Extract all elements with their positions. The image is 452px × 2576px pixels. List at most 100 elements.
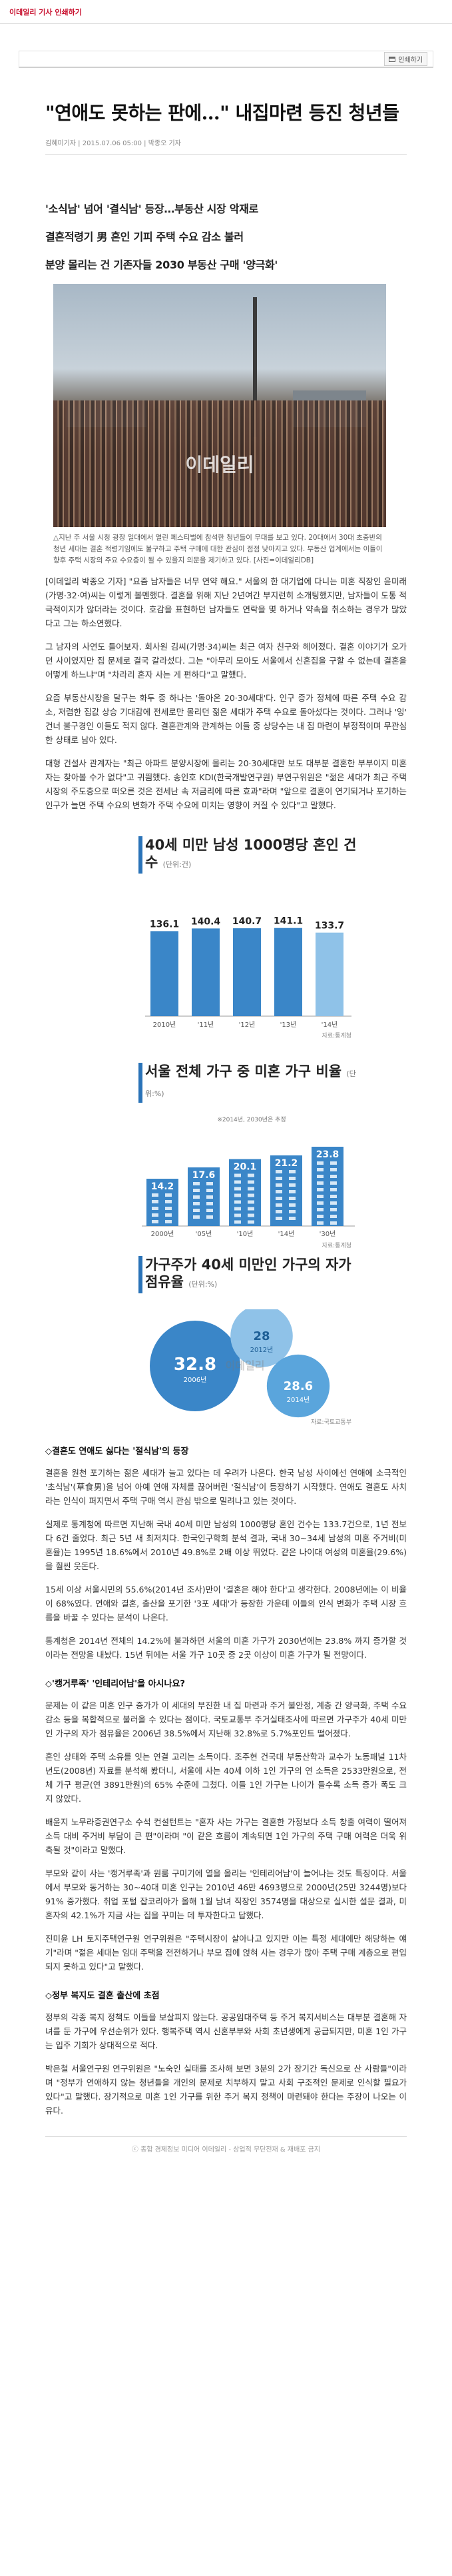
chart2-window [193, 1209, 200, 1212]
paragraph: 진미윤 LH 토지주택연구원 연구위원은 "주택시장이 살아나고 있지만 이는 … [45, 1934, 407, 1972]
chart2-window [248, 1193, 254, 1197]
chart2-window [289, 1190, 296, 1193]
chart1-bar [150, 931, 178, 1016]
chart2-window [248, 1180, 254, 1184]
top-bar: 이데일리 기사 인쇄하기 [0, 0, 452, 24]
chart2-window [317, 1221, 324, 1225]
print-button[interactable]: 인쇄하기 [384, 52, 427, 66]
chart2-category-label: '14년 [278, 1230, 295, 1238]
chart1-source: 자료:통계청 [322, 1031, 351, 1039]
article-subheads: '소식남' 넘어 '결식남' 등장…부동산 시장 악재로 결혼적령기 男 혼인 … [45, 200, 407, 272]
chart2-window [165, 1193, 172, 1197]
chart2-window [276, 1217, 282, 1220]
chart3-watermark: 이데일리 [226, 1359, 265, 1372]
chart2-source: 자료:통계청 [322, 1241, 351, 1249]
paragraph: 결혼을 원천 포기하는 젊은 세대가 늘고 있다는 데 우려가 나온다. 한국 … [45, 1468, 407, 1506]
chart1-value-label: 133.7 [315, 921, 344, 932]
print-button-label: 인쇄하기 [398, 57, 423, 64]
chart1-title-text: 40세 미만 남성 1000명당 혼인 건수 [145, 837, 357, 870]
chart2-window [248, 1173, 254, 1177]
chart3-bubble [230, 1309, 293, 1367]
chart1-bar [233, 928, 261, 1016]
chart2-value-label: 14.2 [151, 1181, 174, 1192]
chart2-window [152, 1220, 158, 1223]
chart2-window [289, 1170, 296, 1173]
infographic: 40세 미만 남성 1000명당 혼인 건수 (단위:건) 136.1 2010년… [138, 836, 358, 1429]
chart1-category-label: '11년 [198, 1021, 214, 1029]
photo-caption: △지난 주 서울 시청 광장 일대에서 열린 페스티벌에 참석한 청년들이 무대… [53, 534, 383, 564]
chart2-title: 서울 전체 가구 중 미혼 가구 비율 (단위:%) [138, 1063, 358, 1103]
chart2-window [289, 1177, 296, 1180]
chart2-window [248, 1187, 254, 1191]
chart2-window [330, 1215, 337, 1218]
print-toolbar: 인쇄하기 [19, 51, 433, 68]
chart2-window [193, 1182, 200, 1185]
chart2-window [234, 1180, 241, 1184]
chart2-window [289, 1210, 296, 1213]
chart2-value-label: 23.8 [316, 1149, 339, 1160]
paragraph: 15세 이상 서울시민의 55.6%(2014년 조사)만이 '결혼은 해야 한… [45, 1585, 407, 1622]
chart2-window [206, 1182, 213, 1185]
chart1-category-label: 2010년 [153, 1021, 176, 1029]
chart2-window [317, 1188, 324, 1191]
chart2-window [317, 1215, 324, 1218]
chart2-window [234, 1220, 241, 1224]
section-heading: ◇정부 복지도 결혼 출산에 초점 [45, 1991, 160, 2001]
chart2-window [152, 1200, 158, 1203]
section-heading: ◇'캥거루족' '인테리어남'을 아시나요? [45, 1679, 185, 1689]
paragraph: [이데일리 박종오 기자] "요즘 남자들은 너무 연약 해요." 서울의 한 … [45, 576, 407, 628]
chart2-window [330, 1181, 337, 1185]
chart2-window [234, 1213, 241, 1217]
chart2-window [317, 1195, 324, 1198]
chart2-window [248, 1213, 254, 1217]
chart2-window [330, 1188, 337, 1191]
paragraph: 그 남자의 사연도 들어보자. 회사원 김씨(가명·34)씨는 최근 여자 친구… [45, 642, 407, 680]
chart3-title-text: 가구주가 40세 미만인 가구의 자가 점유율 [145, 1257, 351, 1290]
chart2-window [152, 1213, 158, 1217]
chart2-window [317, 1181, 324, 1185]
paragraph: 박은철 서울연구원 연구위원은 "노숙인 실태를 조사해 보면 3분의 2가 장… [45, 2064, 407, 2116]
section-heading: ◇결혼도 연애도 싫다는 '절식남'의 등장 [45, 1447, 189, 1457]
chart3-value-label: 32.8 [174, 1355, 216, 1375]
article-body: [이데일리 박종오 기자] "요즘 남자들은 너무 연약 해요." 서울의 한 … [45, 574, 407, 812]
chart3-unit: (단위:%) [188, 1280, 218, 1289]
chart2-window [330, 1195, 337, 1198]
photo-watermark: 이데일리 [185, 454, 254, 476]
chart2-window [330, 1221, 337, 1225]
paragraph: 요즘 부동산시장을 달구는 화두 중 하나는 '돌아온 20·30세대'다. 인… [45, 693, 407, 745]
paragraph: 정부의 각종 복지 정책도 이들을 보살피지 않는다. 공공임대주택 등 주거 … [45, 2012, 407, 2050]
chart2-window [276, 1203, 282, 1207]
paragraph: 배윤지 노무라증권연구소 수석 컨설턴트는 "혼자 사는 가구는 결혼한 가정보… [45, 1817, 407, 1855]
chart2-svg: ※2014년, 2030년은 추정 14.2 2000년 17.6 '05년 20.1 '1… [142, 1116, 355, 1249]
printer-icon [389, 56, 396, 62]
chart2-window [248, 1200, 254, 1204]
chart2-window [234, 1200, 241, 1204]
chart2-category-label: '10년 [237, 1230, 254, 1238]
chart2-unit: (단위:%) [145, 1069, 356, 1098]
chart2-window [276, 1170, 282, 1173]
chart1-bar [316, 932, 343, 1016]
paragraph: 부모와 같이 사는 '캥거루족'과 원룸 구미기에 열을 올리는 '인테리어남'… [45, 1868, 407, 1920]
article-title: "연애도 못하는 판에…" 내집마련 등진 청년들 [45, 102, 399, 124]
chart2-window [289, 1197, 296, 1200]
chart2-note: ※2014년, 2030년은 추정 [217, 1116, 286, 1123]
chart3-year-label: 2006년 [184, 1376, 207, 1384]
chart-home-ownership: 가구주가 40세 미만인 가구의 자가 점유율 (단위:%) 32.8 2006년… [138, 1256, 358, 1429]
chart2-window [276, 1190, 282, 1193]
chart2-window [193, 1189, 200, 1192]
chart1-category-label: '12년 [239, 1021, 256, 1029]
chart3-value-label: 28 [253, 1329, 270, 1343]
chart2-window [276, 1177, 282, 1180]
photo-crowd [53, 400, 386, 527]
article-footer: ⓒ 종합 경제정보 미디어 이데일리 - 상업적 무단전재 & 재배포 금지 [45, 2136, 407, 2154]
chart2-window [206, 1209, 213, 1212]
chart1-bar [274, 928, 302, 1016]
chart2-window [317, 1161, 324, 1165]
chart1-value-label: 140.7 [232, 916, 262, 927]
chart1-value-label: 136.1 [150, 919, 179, 930]
chart2-category-label: '30년 [320, 1230, 336, 1238]
chart2-window [206, 1195, 213, 1199]
chart1-title: 40세 미만 남성 1000명당 혼인 건수 (단위:건) [138, 836, 358, 874]
chart2-window [276, 1197, 282, 1200]
chart2-window [234, 1193, 241, 1197]
